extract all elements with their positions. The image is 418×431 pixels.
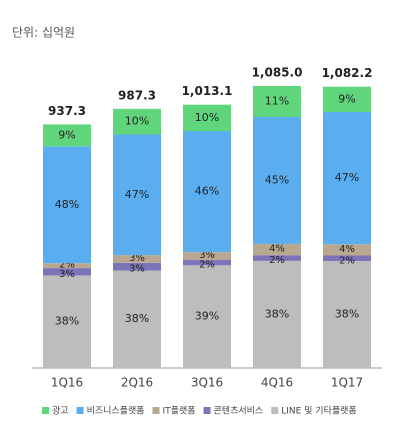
bar-segment (183, 260, 231, 266)
bar-segment (183, 252, 231, 261)
x-tick-label: 2Q16 (121, 376, 153, 390)
bar-segment (253, 255, 301, 261)
legend-swatch (152, 407, 160, 414)
legend-label: 광고 (52, 405, 69, 417)
segment-label: 3% (199, 250, 215, 261)
x-tick-label: 1Q16 (51, 376, 83, 390)
segment-label: 38% (55, 315, 79, 328)
total-label: 987.3 (118, 88, 156, 102)
segment-label: 3% (129, 253, 145, 264)
total-label: 1,085.0 (252, 66, 303, 80)
x-tick-label: 1Q17 (331, 376, 363, 390)
segment-label: 9% (58, 128, 75, 141)
bar-segment (253, 243, 301, 256)
bar-segment (323, 86, 371, 113)
segment-label: 2% (269, 255, 285, 266)
bar-segment (323, 112, 371, 245)
bar-segment (43, 124, 91, 147)
bar-segment (43, 263, 91, 269)
bar-segment (43, 275, 91, 368)
legend-label: LINE 및 기타플랫폼 (281, 405, 357, 417)
segment-label: 4% (339, 244, 355, 255)
segment-label: 3% (59, 269, 75, 280)
legend-swatch (203, 407, 211, 414)
legend-swatch (42, 407, 49, 414)
segment-label: 46% (195, 185, 219, 198)
legend-label: IT플랫폼 (163, 406, 196, 417)
bar-segment (113, 255, 161, 263)
legend-label: 비즈니스플랫폼 (87, 406, 145, 417)
bar-segment (113, 262, 161, 271)
x-tick-label: 3Q16 (191, 376, 223, 390)
segment-label: 47% (125, 188, 149, 201)
bar-segment (323, 255, 371, 262)
bar-segment (323, 244, 371, 256)
segment-label: 10% (195, 111, 219, 124)
segment-label: 2% (199, 260, 215, 271)
segment-label: 38% (125, 312, 149, 325)
bar-segment (253, 86, 301, 118)
total-label: 1,082.2 (322, 66, 373, 80)
legend-swatch (76, 407, 84, 414)
legend-label: 콘텐츠서비스 (214, 406, 264, 417)
segment-label: 2% (59, 260, 75, 271)
segment-label: 45% (265, 173, 289, 186)
bar-segment (323, 261, 371, 368)
segment-label: 48% (55, 198, 79, 211)
bar-segment (43, 268, 91, 276)
unit-label: 단위: 십억원 (12, 26, 75, 40)
segment-label: 39% (195, 310, 219, 323)
segment-label: 3% (129, 264, 145, 275)
bar-segment (183, 265, 231, 368)
segment-label: 4% (269, 244, 285, 255)
bar-segment (183, 104, 231, 132)
segment-label: 47% (335, 171, 359, 184)
total-label: 1,013.1 (182, 84, 233, 98)
bar-segment (113, 270, 161, 368)
bar-segment (43, 146, 91, 264)
bar-segment (253, 260, 301, 368)
segment-label: 2% (339, 255, 355, 266)
x-tick-label: 4Q16 (261, 376, 293, 390)
segment-label: 10% (125, 115, 149, 128)
bar-segment (253, 117, 301, 244)
segment-label: 9% (338, 92, 355, 105)
segment-label: 11% (265, 95, 289, 108)
segment-label: 38% (335, 308, 359, 321)
total-label: 937.3 (48, 104, 86, 118)
segment-label: 38% (265, 307, 289, 320)
bar-segment (113, 108, 161, 135)
bar-segment (183, 131, 231, 253)
legend-swatch (271, 407, 279, 414)
bar-segment (113, 134, 161, 256)
